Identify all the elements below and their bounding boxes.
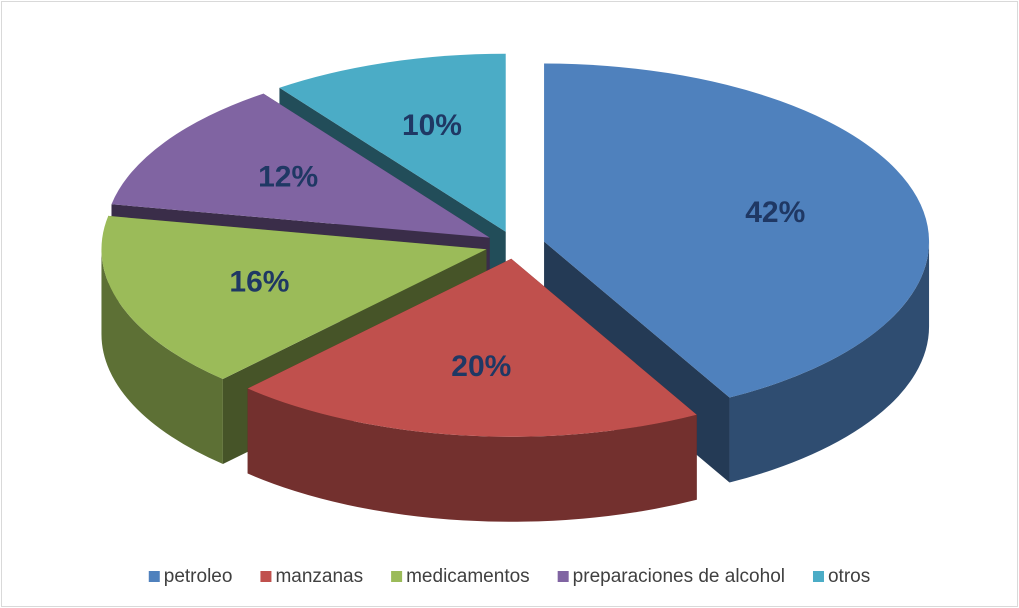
data-label: 16% [229,265,289,298]
slice-side [101,249,223,465]
legend-label: otros [828,566,870,587]
legend-swatch [148,571,160,582]
slice-side [729,241,930,483]
data-label: 42% [745,196,805,229]
legend-swatch [812,571,824,582]
slice [111,93,490,238]
legend-label: preparaciones de alcohol [573,566,785,587]
data-label: 10% [402,109,462,142]
legend-swatch [260,571,272,582]
legend: petroleo manzanas medicamentos preparacione… [148,566,870,587]
legend-label: manzanas [275,566,363,587]
slice [247,258,697,437]
legend-swatch [391,571,403,582]
slice [101,215,487,380]
data-label: 20% [451,350,511,383]
legend-label: medicamentos [406,566,530,587]
slice [279,53,506,232]
pie: 42% 20% 16% 12% 10% [101,53,930,522]
legend-swatch [557,571,569,582]
data-label: 12% [258,160,318,193]
slice [544,63,930,398]
slice-side [247,388,697,522]
legend-label: petroleo [164,566,233,587]
